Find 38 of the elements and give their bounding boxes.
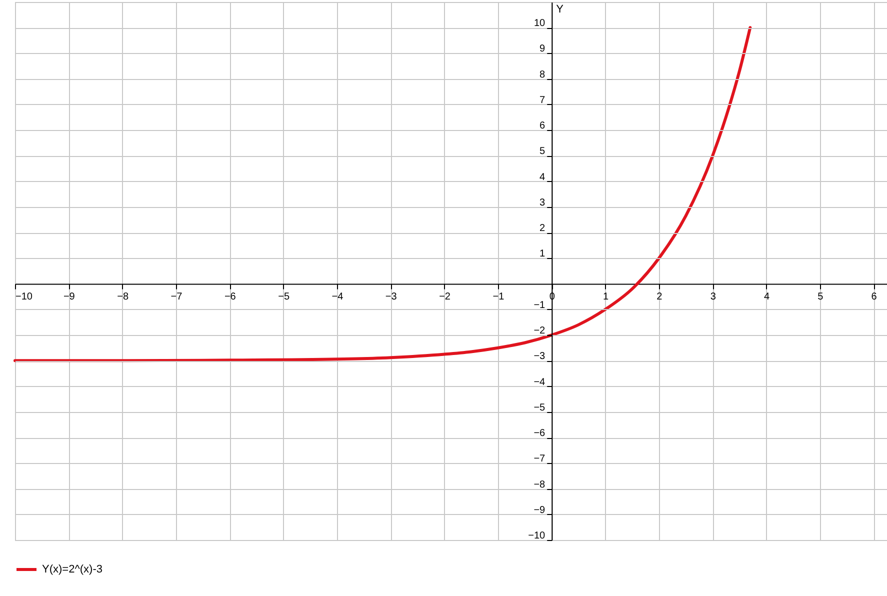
y-tick-label: 3 xyxy=(540,197,546,208)
y-tick-label: −2 xyxy=(534,326,546,337)
x-tick-label: 4 xyxy=(764,291,770,302)
x-tick-label: −5 xyxy=(278,291,290,302)
x-tick-label: 5 xyxy=(818,291,824,302)
x-tick-label: −7 xyxy=(170,291,183,302)
x-tick-label: 1 xyxy=(602,291,609,302)
x-tick-label: −1 xyxy=(492,291,505,302)
y-tick-label: −7 xyxy=(534,454,546,465)
y-tick-label: 7 xyxy=(540,94,546,106)
y-tick-label: −4 xyxy=(534,376,546,388)
y-tick-label: 5 xyxy=(540,146,546,158)
y-tick-label: 1 xyxy=(540,248,546,260)
y-tick-label: −1 xyxy=(534,300,546,311)
y-tick-label: 8 xyxy=(540,69,546,80)
y-tick-label: 4 xyxy=(540,172,546,183)
y-tick-label: 2 xyxy=(540,223,546,234)
x-tick-label: 2 xyxy=(656,291,663,302)
x-tick-label: −6 xyxy=(224,291,236,302)
y-tick-label: −6 xyxy=(534,428,546,440)
y-tick-label: 9 xyxy=(540,44,546,55)
x-tick-label: −8 xyxy=(117,291,129,302)
x-tick-label: −3 xyxy=(385,291,398,302)
x-tick-label: 3 xyxy=(710,291,716,302)
y-tick-label: 6 xyxy=(540,120,546,132)
y-tick-label: −3 xyxy=(534,351,546,362)
y-tick-label: −5 xyxy=(534,402,546,414)
x-tick-label: 6 xyxy=(871,291,878,302)
x-tick-label: −10 xyxy=(16,291,33,302)
legend-label: Y(x)=2^(x)-3 xyxy=(42,564,102,576)
x-tick-label: −2 xyxy=(439,291,451,302)
x-tick-label: −9 xyxy=(63,291,76,302)
x-tick-label: −4 xyxy=(332,291,344,302)
y-tick-label: −8 xyxy=(534,479,546,490)
y-axis-title: Y xyxy=(556,4,564,16)
y-tick-label: 10 xyxy=(534,18,546,30)
y-tick-label: −10 xyxy=(528,530,546,542)
y-tick-label: −9 xyxy=(534,504,546,516)
